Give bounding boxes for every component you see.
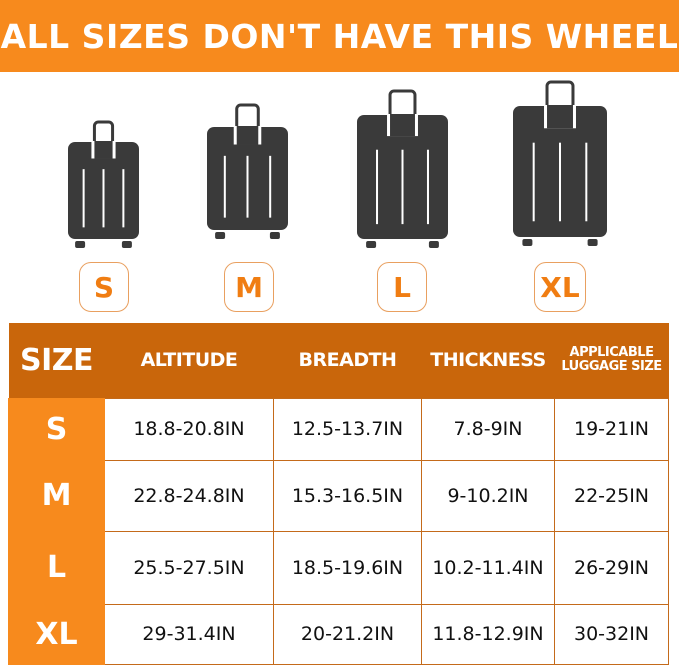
size-tag-l: L <box>377 262 427 312</box>
cell-thickness: 11.8-12.9IN <box>421 603 555 665</box>
cell-size: M <box>8 459 105 532</box>
header-size: SIZE <box>8 323 105 398</box>
cell-altitude: 18.8-20.8IN <box>104 397 274 461</box>
cell-size: L <box>8 530 105 605</box>
cell-breadth: 20-21.2IN <box>273 603 422 665</box>
suitcase-s-icon <box>68 120 139 248</box>
cell-thickness: 10.2-11.4IN <box>421 530 555 605</box>
table-row: L 25.5-27.5IN 18.5-19.6IN 10.2-11.4IN 26… <box>8 530 669 605</box>
header-luggage-size: APPLICABLE LUGGAGE SIZE <box>554 323 669 398</box>
cell-thickness: 9-10.2IN <box>421 459 555 532</box>
header-altitude: ALTITUDE <box>104 323 274 398</box>
cell-luggage: 22-25IN <box>554 459 669 532</box>
cell-breadth: 18.5-19.6IN <box>273 530 422 605</box>
table-row: XL 29-31.4IN 20-21.2IN 11.8-12.9IN 30-32… <box>8 603 669 665</box>
cell-size: XL <box>8 603 105 665</box>
cell-luggage: 30-32IN <box>554 603 669 665</box>
cell-luggage: 26-29IN <box>554 530 669 605</box>
suitcase-icons <box>68 80 607 248</box>
table-row: S 18.8-20.8IN 12.5-13.7IN 7.8-9IN 19-21I… <box>8 397 669 461</box>
suitcase-l-icon <box>357 89 448 248</box>
cell-altitude: 25.5-27.5IN <box>104 530 274 605</box>
suitcase-xl-icon <box>513 80 607 246</box>
cell-altitude: 22.8-24.8IN <box>104 459 274 532</box>
size-tag-s: S <box>79 262 129 312</box>
table-row: M 22.8-24.8IN 15.3-16.5IN 9-10.2IN 22-25… <box>8 459 669 532</box>
header-breadth: BREADTH <box>273 323 422 398</box>
cell-thickness: 7.8-9IN <box>421 397 555 461</box>
cell-altitude: 29-31.4IN <box>104 603 274 665</box>
banner-title: ALL SIZES DON'T HAVE THIS WHEEL <box>0 0 679 72</box>
cell-breadth: 12.5-13.7IN <box>273 397 422 461</box>
cell-luggage: 19-21IN <box>554 397 669 461</box>
suitcase-m-icon <box>207 103 288 239</box>
size-tag-m: M <box>224 262 274 312</box>
cell-breadth: 15.3-16.5IN <box>273 459 422 532</box>
size-chart-table: SIZE ALTITUDE BREADTH THICKNESS APPLICAB… <box>8 323 669 665</box>
cell-size: S <box>8 397 105 461</box>
table-header-row: SIZE ALTITUDE BREADTH THICKNESS APPLICAB… <box>8 323 669 398</box>
size-tag-xl: XL <box>534 262 586 312</box>
header-thickness: THICKNESS <box>421 323 555 398</box>
